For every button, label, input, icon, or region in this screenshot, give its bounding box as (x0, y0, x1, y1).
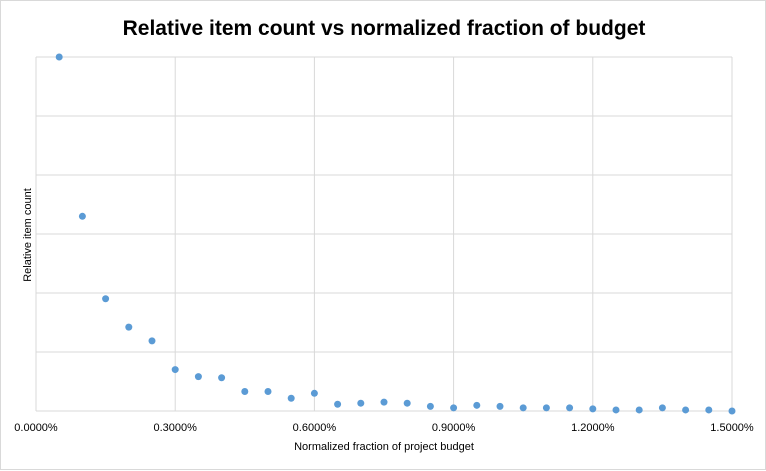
data-point (264, 388, 272, 396)
x-tick-label: 1.2000% (571, 422, 615, 434)
x-tick-label: 1.5000% (710, 422, 754, 434)
y-axis-label: Relative item count (22, 188, 34, 282)
data-point (102, 295, 110, 303)
data-point (357, 399, 365, 407)
data-point (403, 399, 411, 407)
x-tick-label: 0.9000% (432, 422, 476, 434)
data-point (125, 323, 133, 331)
points-layer (55, 53, 736, 415)
data-point (218, 374, 226, 382)
data-point (682, 406, 690, 414)
data-point (310, 389, 318, 397)
data-point (450, 404, 458, 412)
data-point (612, 406, 620, 414)
grid-layer (35, 56, 733, 412)
data-point (380, 398, 388, 406)
data-point (426, 402, 434, 410)
x-axis-label: Normalized fraction of project budget (294, 441, 474, 453)
data-point (542, 404, 550, 412)
data-point (519, 404, 527, 412)
data-point (473, 401, 481, 409)
x-tick-label: 0.0000% (14, 422, 58, 434)
data-point (566, 404, 574, 412)
x-tick-label: 0.3000% (153, 422, 197, 434)
x-tick-label: 0.6000% (293, 422, 337, 434)
data-point (171, 366, 179, 374)
data-point (589, 405, 597, 413)
data-point (496, 402, 504, 410)
data-point (55, 53, 63, 61)
data-point (658, 404, 666, 412)
data-point (728, 407, 736, 415)
data-point (78, 212, 86, 220)
data-point (705, 406, 713, 414)
data-point (241, 388, 249, 396)
data-point (287, 394, 295, 402)
data-point (194, 373, 202, 381)
data-point (334, 400, 342, 408)
chart-title: Relative item count vs normalized fracti… (123, 17, 646, 40)
data-point (148, 337, 156, 345)
data-point (635, 406, 643, 414)
x-tick-labels: 0.0000% 0.3000% 0.6000% 0.9000% 1.2000% 1.500… (14, 422, 754, 434)
